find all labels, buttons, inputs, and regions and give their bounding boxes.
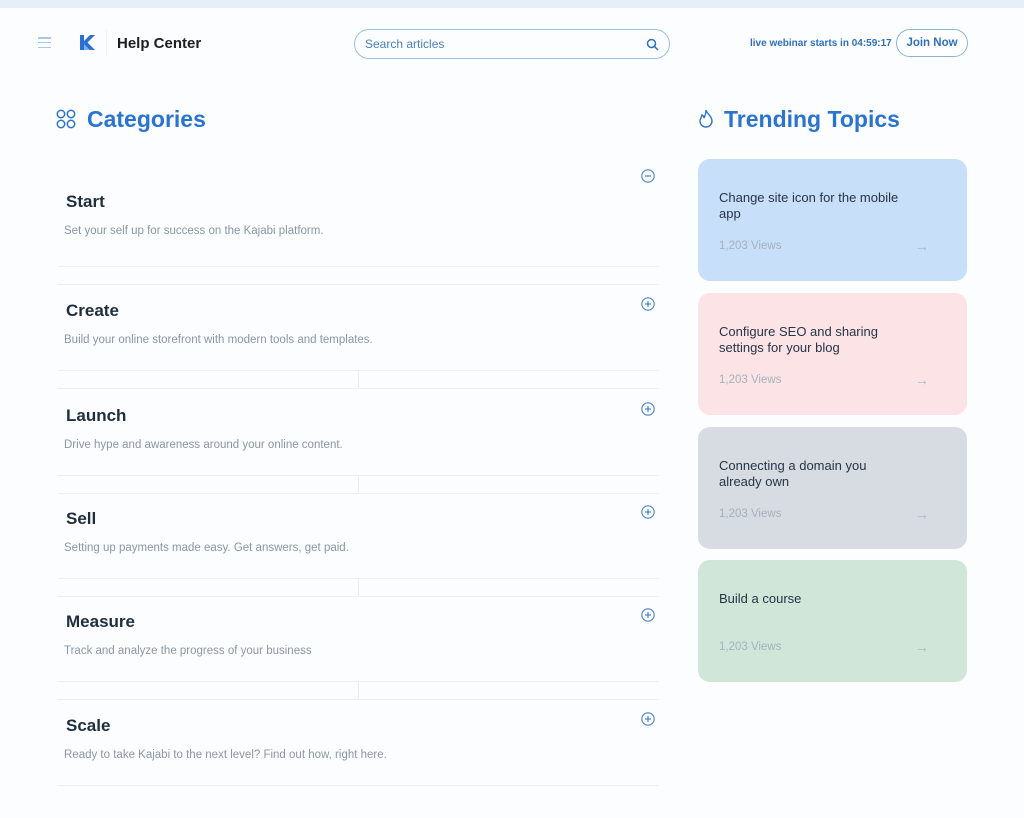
categories-heading: Categories: [87, 106, 206, 132]
divider: [58, 266, 659, 267]
card-views: 1,203 Views: [719, 240, 782, 252]
category-title[interactable]: Sell: [66, 509, 97, 528]
trending-card[interactable]: Connecting a domain you already own 1,20…: [698, 427, 967, 549]
arrow-right-icon[interactable]: →: [915, 238, 929, 254]
category-title[interactable]: Measure: [66, 612, 135, 631]
category-description: Ready to take Kajabi to the next level? …: [64, 749, 387, 761]
card-title: Configure SEO and sharing settings for y…: [719, 324, 878, 355]
join-now-button[interactable]: Join Now: [896, 29, 968, 57]
category-description: Setting up payments made easy. Get answe…: [64, 542, 349, 554]
webinar-countdown: live webinar starts in 04:59:17: [750, 38, 892, 49]
kajabi-logo[interactable]: [80, 35, 95, 55]
trending-card[interactable]: Build a course 1,203 Views →: [698, 560, 967, 682]
divider: [58, 493, 659, 494]
card-title: Build a course: [719, 591, 802, 606]
card-views: 1,203 Views: [719, 508, 782, 520]
divider: [58, 596, 659, 597]
category-description: Set your self up for success on the Kaja…: [64, 225, 324, 237]
divider: [106, 30, 107, 56]
expand-icon[interactable]: [641, 297, 655, 311]
divider: [358, 681, 359, 699]
category-title[interactable]: Create: [66, 301, 119, 320]
arrow-right-icon[interactable]: →: [915, 639, 929, 655]
search-input[interactable]: Search articles: [354, 29, 670, 59]
card-title: Connecting a domain you already own: [719, 458, 867, 489]
expand-icon[interactable]: [641, 402, 655, 416]
divider: [358, 475, 359, 493]
expand-icon[interactable]: [641, 505, 655, 519]
divider: [58, 699, 659, 700]
card-title: Change site icon for the mobile app: [719, 190, 899, 221]
category-description: Track and analyze the progress of your b…: [64, 645, 312, 657]
flame-icon: [699, 109, 713, 128]
category-description: Build your online storefront with modern…: [64, 334, 373, 346]
arrow-right-icon[interactable]: →: [915, 372, 929, 388]
card-views: 1,203 Views: [719, 641, 782, 653]
card-views: 1,203 Views: [719, 374, 782, 386]
expand-icon[interactable]: [641, 712, 655, 726]
brand-title: Help Center: [117, 35, 202, 52]
collapse-icon[interactable]: [641, 169, 655, 183]
divider: [358, 370, 359, 388]
trending-heading: Trending Topics: [724, 106, 900, 132]
divider: [58, 785, 659, 786]
divider: [58, 388, 659, 389]
expand-icon[interactable]: [641, 608, 655, 622]
category-title[interactable]: Scale: [66, 716, 111, 735]
divider: [358, 578, 359, 596]
trending-card[interactable]: Change site icon for the mobile app 1,20…: [698, 159, 967, 281]
arrow-right-icon[interactable]: →: [915, 506, 929, 522]
search-icon[interactable]: [646, 38, 659, 51]
category-title[interactable]: Launch: [66, 406, 127, 425]
divider: [58, 284, 659, 285]
menu-icon[interactable]: [38, 37, 51, 48]
category-description: Drive hype and awareness around your onl…: [64, 439, 343, 451]
category-title[interactable]: Start: [66, 192, 105, 211]
categories-icon: [56, 109, 76, 129]
top-strip: [0, 0, 1024, 8]
trending-card[interactable]: Configure SEO and sharing settings for y…: [698, 293, 967, 415]
search-placeholder: Search articles: [365, 37, 445, 51]
